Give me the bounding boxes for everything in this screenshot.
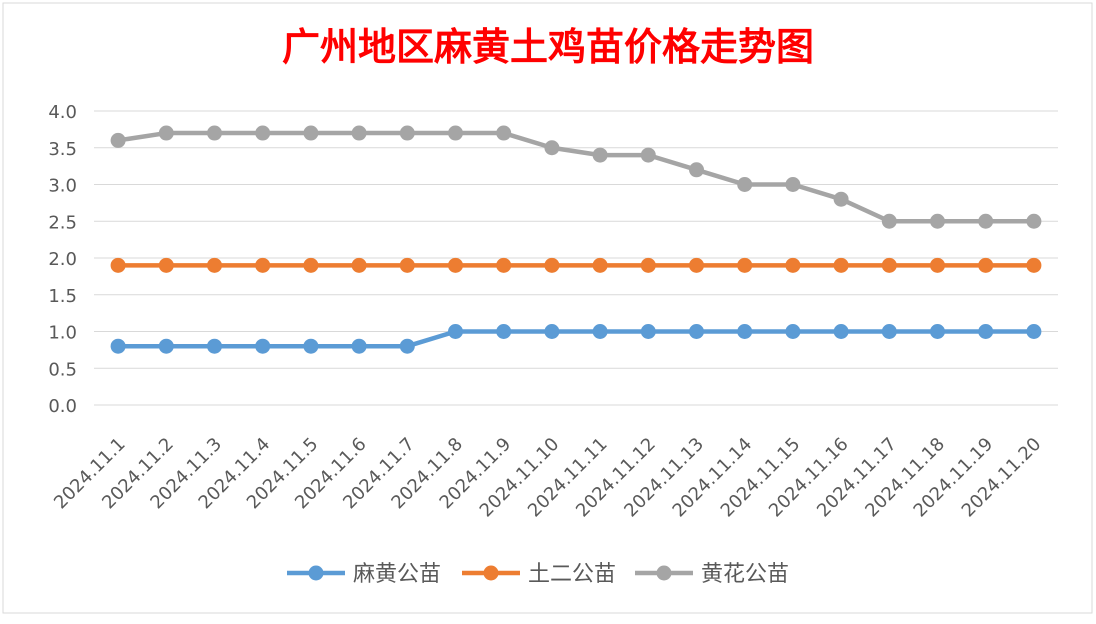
data-point [303,125,319,141]
data-point [207,125,222,141]
data-point [496,125,512,141]
data-point [930,324,945,339]
data-point [833,324,849,339]
data-point [592,147,608,163]
data-point [833,257,849,273]
data-point [110,257,126,273]
legend-marker [483,565,499,581]
series-lines [110,125,1042,354]
data-point [640,257,656,273]
legend-marker [308,565,324,581]
data-point [496,257,512,273]
legend-label: 麻黄公苗 [353,562,441,587]
data-point [833,191,849,207]
data-point [592,257,608,273]
data-point [448,257,463,273]
y-tick-label: 2.5 [48,212,77,233]
data-point [207,338,222,354]
data-point [930,257,945,273]
data-point [640,324,656,339]
legend-label: 土二公苗 [528,562,616,587]
y-tick-label: 2.0 [48,249,77,270]
y-tick-label: 0.0 [48,396,77,417]
series-line [118,329,1034,349]
data-point [448,125,463,141]
data-point [496,324,512,339]
data-point [640,147,656,163]
y-tick-label: 1.0 [48,323,77,344]
data-point [881,324,897,339]
data-point [978,324,994,339]
data-point [255,257,271,273]
data-point [881,213,897,229]
data-point [978,213,994,229]
data-point [689,324,704,339]
series-3 [110,125,1042,229]
data-point [158,257,174,273]
data-point [592,324,608,339]
legend-label: 黄花公苗 [701,562,789,587]
data-point [737,324,753,339]
data-point [110,132,126,148]
data-point [737,257,753,273]
data-point [689,162,704,178]
data-point [544,140,560,156]
data-point [785,177,801,192]
series-2 [110,257,1042,273]
gridlines [94,110,1058,406]
data-point [399,257,415,273]
y-tick-label: 3.5 [48,139,77,160]
y-axis-ticks: 0.0 0.5 1.0 1.5 2.0 2.5 3.0 3.5 4.0 [48,102,77,417]
data-point [303,257,319,273]
data-point [544,324,560,339]
data-point [158,125,174,141]
data-point [399,125,415,141]
data-point [351,338,367,354]
legend: 麻黄公苗 土二公苗 黄花公苗 [287,562,789,587]
chart-border [2,2,1093,614]
data-point [689,257,704,273]
data-point [399,338,415,354]
series-line [117,130,1034,224]
legend-item: 土二公苗 [462,562,616,587]
data-point [110,338,126,354]
chart-title: 广州地区麻黄土鸡苗价格走势图 [282,25,814,69]
data-point [448,324,463,339]
data-point [255,125,271,141]
data-point [1026,213,1042,229]
data-point [1026,324,1042,339]
y-tick-label: 0.5 [48,359,77,380]
data-point [158,338,174,354]
series-1 [110,324,1042,354]
data-point [881,257,897,273]
data-point [930,213,945,229]
legend-item: 麻黄公苗 [287,562,441,587]
data-point [737,177,753,192]
y-tick-label: 3.0 [48,176,77,197]
y-tick-label: 1.5 [48,286,77,307]
data-point [785,324,801,339]
data-point [351,125,367,141]
data-point [255,338,271,354]
legend-item: 黄花公苗 [635,562,789,587]
data-point [544,257,560,273]
y-tick-label: 4.0 [48,102,77,123]
data-point [978,257,994,273]
data-point [785,257,801,273]
data-point [1026,257,1042,273]
data-point [351,257,367,273]
data-point [303,338,319,354]
data-point [207,257,222,273]
legend-marker [656,565,672,581]
